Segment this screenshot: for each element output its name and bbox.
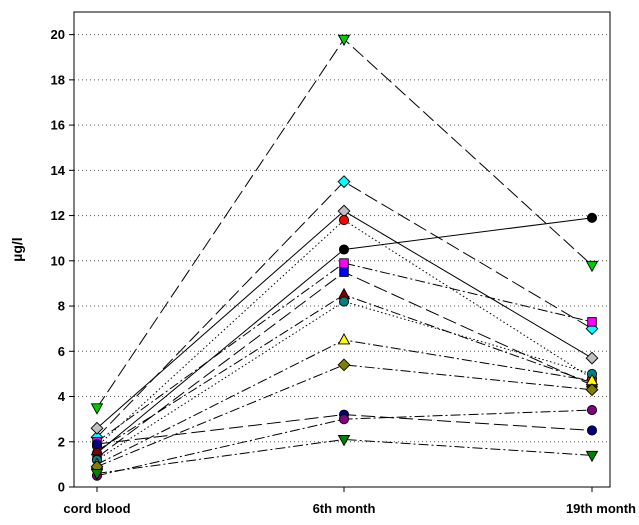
grid-lines: [74, 34, 610, 443]
series-line: [96, 339, 593, 465]
y-tick-label: 10: [51, 253, 65, 268]
y-tick-label: 14: [51, 163, 66, 178]
series-line: [96, 438, 593, 474]
data-point: [338, 244, 350, 255]
y-tick-label: 2: [58, 434, 65, 449]
series-line: [96, 210, 593, 429]
data-point: [586, 425, 598, 436]
series-line: [96, 262, 593, 443]
y-tick-label: 18: [51, 72, 65, 87]
data-point: [337, 358, 351, 372]
data-point: [91, 438, 103, 450]
series-markers: [90, 34, 599, 481]
data-point: [587, 317, 597, 327]
data-point: [586, 212, 598, 223]
data-point: [90, 403, 104, 415]
series-line: [96, 364, 593, 468]
y-tick-label: 4: [58, 389, 66, 404]
data-point: [585, 383, 599, 397]
data-point: [90, 421, 104, 435]
data-point: [339, 258, 349, 268]
y-tick-label: 6: [58, 344, 65, 359]
y-axis-ticks: 0 2 4 6 8 10 12 14 16 18 20: [51, 27, 74, 495]
data-point: [586, 405, 598, 416]
series-line: [96, 294, 593, 452]
data-point: [338, 414, 350, 425]
x-tick-label: 6th month: [313, 501, 376, 516]
data-point: [585, 450, 599, 463]
plot-frame: [73, 11, 611, 488]
x-axis-ticks: cord blood 6th month 19th month: [63, 487, 636, 516]
y-tick-label: 8: [58, 299, 65, 314]
data-point: [585, 351, 599, 365]
data-point: [337, 333, 351, 345]
y-tick-label: 20: [51, 27, 65, 42]
data-point: [338, 296, 350, 307]
data-point: [338, 215, 350, 226]
x-tick-label: 19th month: [566, 501, 636, 516]
data-point: [90, 468, 104, 481]
y-axis-label: µg/l: [9, 237, 25, 261]
data-point: [337, 175, 351, 189]
y-tick-label: 0: [58, 480, 65, 495]
data-point: [339, 267, 349, 277]
data-point: [337, 34, 351, 47]
data-point: [585, 260, 599, 273]
data-point: [585, 322, 599, 336]
y-tick-label: 16: [51, 118, 65, 133]
x-tick-label: cord blood: [63, 501, 130, 516]
y-tick-label: 12: [51, 208, 65, 223]
data-point: [337, 435, 351, 447]
